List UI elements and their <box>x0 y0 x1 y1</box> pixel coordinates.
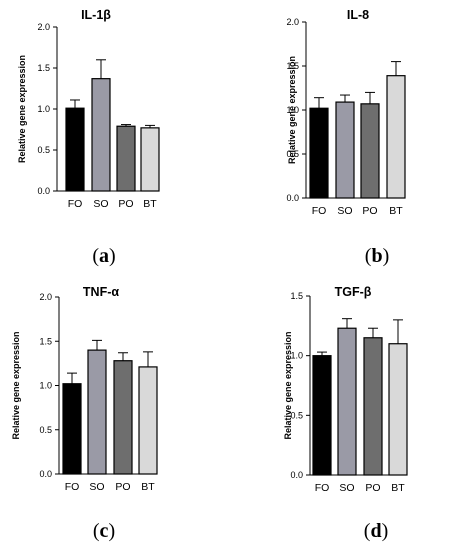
y-tick-label: 1.0 <box>286 105 299 115</box>
bar-so <box>91 78 111 192</box>
bar-fo <box>65 107 85 192</box>
panel-label: (c) <box>93 520 115 542</box>
bar-bt <box>138 366 158 475</box>
panel-label: (d) <box>364 520 388 542</box>
y-tick-label: 0.5 <box>290 410 303 420</box>
bar-bt <box>140 127 160 192</box>
x-tick-label: PO <box>362 205 377 217</box>
bar-po <box>113 360 133 475</box>
panel-label: (b) <box>365 245 389 267</box>
bar-so <box>87 349 107 475</box>
y-tick-label: 0.0 <box>286 193 299 203</box>
y-axis-label: Relative gene expression <box>287 56 297 164</box>
x-tick-label: SO <box>339 482 354 494</box>
y-axis-label: Relative gene expression <box>11 331 21 439</box>
y-tick-label: 1.0 <box>37 104 50 114</box>
x-tick-label: BT <box>141 481 155 493</box>
panel-c: TNF-α Relative gene expression 0.0 0.5 1.0 1.… <box>11 285 158 542</box>
x-tick-label: FO <box>312 205 327 217</box>
y-axis-label: Relative gene expression <box>283 331 293 439</box>
y-tick-label: 0.5 <box>39 425 52 435</box>
x-tick-label: FO <box>68 198 83 210</box>
bar-bt <box>388 343 408 476</box>
bar-fo <box>312 355 332 476</box>
x-tick-label: BT <box>391 482 405 494</box>
bar-po <box>360 103 380 199</box>
y-tick-label: 1.5 <box>39 336 52 346</box>
x-tick-label: SO <box>93 198 108 210</box>
x-tick-label: PO <box>365 482 380 494</box>
bar-po <box>116 125 136 192</box>
x-tick-label: FO <box>65 481 80 493</box>
x-tick-label: BT <box>143 198 157 210</box>
y-tick-label: 0.5 <box>37 145 50 155</box>
x-tick-label: PO <box>115 481 130 493</box>
bar-po <box>363 337 383 476</box>
panel-b: IL-8 Relative gene expression 0.0 0.5 1.0 1.5… <box>286 8 406 267</box>
y-tick-label: 0.5 <box>286 149 299 159</box>
y-tick-label: 1.5 <box>290 291 303 301</box>
y-tick-label: 2.0 <box>39 292 52 302</box>
bar-bt <box>386 75 406 199</box>
panel-a: IL-1β Relative gene expression 0.0 0.5 1.0 1.… <box>17 8 160 267</box>
y-tick-label: 1.5 <box>286 61 299 71</box>
x-tick-label: SO <box>337 205 352 217</box>
chart-title: TNF-α <box>83 285 119 299</box>
y-tick-label: 0.0 <box>39 469 52 479</box>
bar-so <box>337 327 357 476</box>
bar-fo <box>62 383 82 475</box>
panel-d: TGF-β Relative gene expression 0.0 0.5 1.0 1.… <box>283 285 408 542</box>
x-tick-label: FO <box>315 482 330 494</box>
chart-title: IL-1β <box>81 8 111 22</box>
y-tick-label: 1.5 <box>37 63 50 73</box>
y-tick-label: 1.0 <box>290 351 303 361</box>
panel-label: (a) <box>92 245 115 267</box>
x-tick-label: BT <box>389 205 403 217</box>
bar-fo <box>309 107 329 199</box>
chart-title: TGF-β <box>335 285 372 299</box>
x-tick-label: PO <box>118 198 133 210</box>
y-axis-label: Relative gene expression <box>17 55 27 163</box>
bar-so <box>335 101 355 199</box>
x-tick-label: SO <box>89 481 104 493</box>
y-tick-label: 1.0 <box>39 381 52 391</box>
chart-title: IL-8 <box>347 8 369 22</box>
y-tick-label: 0.0 <box>37 186 50 196</box>
y-tick-label: 2.0 <box>37 22 50 32</box>
y-tick-label: 2.0 <box>286 17 299 27</box>
y-tick-label: 0.0 <box>290 470 303 480</box>
